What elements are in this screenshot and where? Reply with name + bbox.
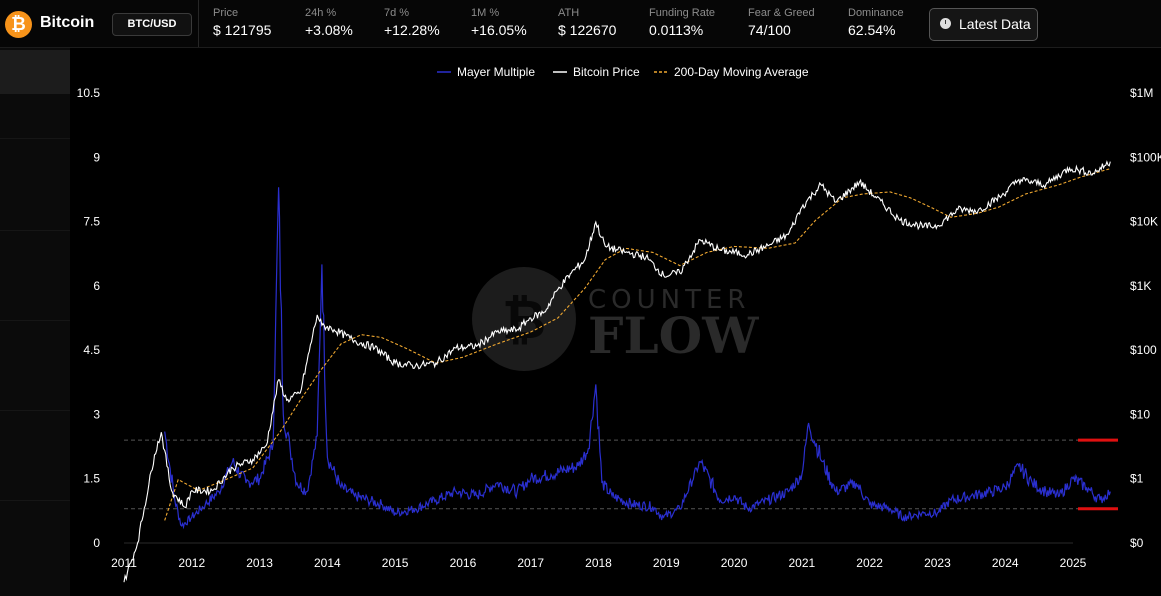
latest-data-button[interactable]: Latest Data: [929, 8, 1038, 41]
x-tick-label: 2013: [246, 556, 273, 570]
legend-label[interactable]: Mayer Multiple: [457, 65, 535, 79]
series-layer: [123, 160, 1118, 583]
pair-selector[interactable]: BTC/USD: [112, 13, 192, 36]
stat-7d: 7d % +12.28%: [384, 7, 440, 38]
stat-label: Funding Rate: [649, 7, 716, 19]
x-tick-label: 2016: [450, 556, 477, 570]
stat-value: +12.28%: [384, 22, 440, 38]
chart-legend: Mayer Multiple Bitcoin Price 200-Day Movin…: [437, 65, 809, 79]
stat-dominance: Dominance 62.54%: [848, 7, 904, 38]
x-tick-label: 2020: [721, 556, 748, 570]
counterflow-watermark: ₿ COUNTER FLOW: [472, 267, 759, 371]
stat-ath: ATH $ 122670: [558, 7, 616, 38]
y-left-tick-label: 7.5: [83, 215, 100, 229]
stat-value: $ 121795: [213, 22, 272, 38]
stat-value: +16.05%: [471, 22, 527, 38]
moving-average-line: [164, 168, 1111, 521]
stat-fear-greed: Fear & Greed 74/100: [748, 7, 815, 38]
x-tick-label: 2025: [1060, 556, 1087, 570]
latest-data-label: Latest Data: [959, 16, 1031, 32]
y-left-tick-label: 10.5: [77, 86, 101, 100]
stat-label: 1M %: [471, 7, 500, 19]
stat-value: +3.08%: [305, 22, 353, 38]
watermark-line2: FLOW: [588, 306, 759, 365]
x-axis: 2011 2012 2013 2014 2015 2016 2017 2018 2019 2020…: [111, 542, 1087, 570]
stat-value: $ 122670: [558, 22, 617, 38]
x-tick-label: 2023: [924, 556, 951, 570]
y-left-tick-label: 9: [93, 150, 100, 164]
mayer-multiple-line: [164, 187, 1111, 530]
right-axis: $0 $1 $10 $100 $1K $10K $100K $1M: [1130, 86, 1161, 550]
brand-block: ₿ Bitcoin BTC/USD: [0, 0, 199, 47]
stat-price: Price $ 121795: [213, 7, 271, 38]
y-left-tick-label: 3: [93, 407, 100, 421]
stat-label: Dominance: [848, 7, 904, 19]
stat-value: 0.0113%: [649, 22, 704, 38]
y-right-tick-label: $10: [1130, 407, 1150, 421]
bitcoin-price-line: [123, 160, 1111, 583]
x-tick-label: 2012: [178, 556, 205, 570]
y-right-tick-label: $1: [1130, 472, 1144, 486]
stat-label: Fear & Greed: [748, 7, 815, 19]
y-right-tick-label: $1K: [1130, 279, 1151, 293]
y-right-tick-label: $100K: [1130, 150, 1161, 164]
y-left-tick-label: 4.5: [83, 343, 100, 357]
stat-value: 62.54%: [848, 22, 896, 38]
y-right-tick-label: $0: [1130, 536, 1144, 550]
mayer-multiple-chart: ₿ COUNTER FLOW Mayer Multiple Bitcoin Pri…: [77, 65, 1161, 583]
x-tick-label: 2014: [314, 556, 341, 570]
bitcoin-logo-icon: ₿: [5, 11, 32, 38]
sidebar-divider: [0, 320, 70, 321]
y-left-tick-label: 0: [93, 536, 100, 550]
top-stats-bar: ₿ Bitcoin BTC/USD Price $ 121795 24h % +…: [0, 0, 1161, 48]
y-right-tick-label: $1M: [1130, 86, 1153, 100]
sidebar-divider: [0, 500, 70, 501]
y-right-tick-label: $10K: [1130, 215, 1158, 229]
x-tick-label: 2015: [382, 556, 409, 570]
stat-label: ATH: [558, 7, 580, 19]
stat-label: 24h %: [305, 7, 337, 19]
stat-label: 7d %: [384, 7, 410, 19]
stat-value: 74/100: [748, 22, 791, 38]
x-tick-label: 2011: [111, 556, 137, 570]
stat-label: Price: [213, 7, 239, 19]
coin-name: Bitcoin: [40, 14, 95, 31]
stat-1m: 1M % +16.05%: [471, 7, 527, 38]
sidebar-divider: [0, 410, 70, 411]
legend-label[interactable]: 200-Day Moving Average: [674, 65, 809, 79]
x-tick-label: 2018: [585, 556, 612, 570]
x-tick-label: 2022: [856, 556, 883, 570]
sidebar-selected-item[interactable]: [0, 50, 70, 94]
sidebar-divider: [0, 230, 70, 231]
x-tick-label: 2021: [789, 556, 816, 570]
left-axis: 0 1.5 3 4.5 6 7.5 9 10.5: [77, 86, 101, 550]
stat-24h: 24h % +3.08%: [305, 7, 353, 38]
legend-label[interactable]: Bitcoin Price: [573, 65, 640, 79]
stat-funding-rate: Funding Rate 0.0113%: [649, 7, 715, 38]
left-sidebar: [0, 48, 70, 596]
y-left-tick-label: 6: [93, 279, 100, 293]
y-right-tick-label: $100: [1130, 343, 1157, 357]
x-tick-label: 2024: [992, 556, 1019, 570]
clock-icon: [940, 18, 951, 29]
sidebar-divider: [0, 138, 70, 139]
x-tick-label: 2019: [653, 556, 680, 570]
x-tick-label: 2017: [517, 556, 544, 570]
watermark-line1: COUNTER: [588, 285, 750, 315]
y-left-tick-label: 1.5: [83, 472, 100, 486]
